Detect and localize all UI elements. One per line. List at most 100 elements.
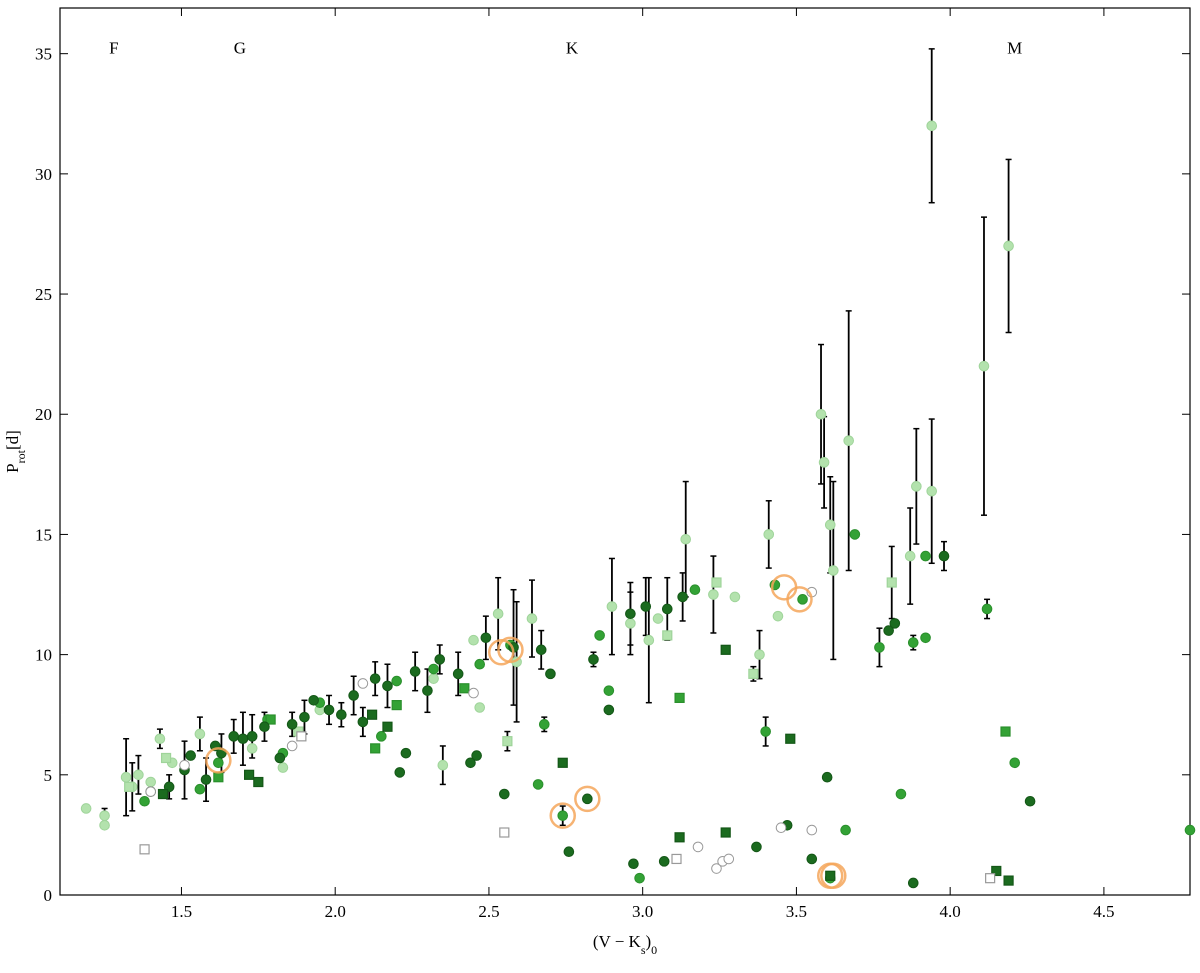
y-axis-label-part: [d]	[3, 430, 22, 450]
point	[99, 810, 110, 821]
x-tick-label: 2.5	[478, 902, 499, 921]
point	[422, 685, 433, 696]
point	[895, 788, 907, 800]
x-axis-label-part: (V − K	[593, 932, 642, 951]
point	[253, 776, 264, 788]
point	[557, 757, 568, 768]
point	[99, 819, 110, 831]
point	[154, 733, 166, 745]
point	[502, 736, 513, 747]
point	[588, 654, 599, 665]
point	[437, 759, 449, 771]
point	[468, 634, 479, 646]
point	[806, 824, 818, 836]
point	[274, 752, 286, 764]
point	[296, 731, 307, 742]
point	[286, 740, 298, 752]
point	[145, 776, 157, 788]
point	[874, 642, 885, 653]
point	[179, 759, 190, 771]
point	[603, 704, 615, 716]
point	[139, 795, 150, 807]
point	[468, 687, 479, 699]
point	[382, 680, 393, 692]
point	[806, 853, 818, 865]
point	[763, 529, 775, 540]
y-axis-label-part: P	[3, 463, 22, 472]
point	[708, 589, 719, 600]
point	[308, 694, 319, 706]
point	[711, 577, 722, 588]
point	[277, 762, 289, 773]
point	[920, 632, 931, 644]
point	[754, 649, 765, 660]
point	[1024, 795, 1036, 807]
point	[643, 634, 655, 646]
point	[843, 435, 854, 446]
point	[625, 608, 636, 620]
y-tick-label: 30	[35, 165, 52, 184]
y-tick-label: 5	[44, 766, 53, 785]
point	[711, 863, 722, 874]
point	[535, 644, 547, 656]
point	[603, 685, 615, 696]
point	[692, 841, 704, 853]
point	[886, 577, 897, 588]
point	[348, 690, 359, 701]
point	[625, 618, 636, 629]
point	[920, 550, 931, 562]
point	[80, 803, 92, 814]
point	[265, 714, 276, 725]
point	[1184, 824, 1196, 836]
point	[606, 601, 618, 612]
highlight-ring	[549, 802, 576, 829]
point	[775, 822, 787, 833]
x-axis-label-part: 0	[651, 943, 657, 957]
point	[124, 781, 135, 792]
point	[723, 853, 735, 865]
point	[981, 603, 993, 615]
spectral-class: K	[566, 39, 579, 58]
point	[828, 565, 839, 576]
point	[492, 608, 504, 620]
point	[926, 120, 938, 132]
point	[751, 841, 762, 853]
point	[985, 873, 996, 884]
point	[824, 519, 836, 531]
point	[409, 666, 421, 677]
point	[825, 870, 836, 881]
point	[680, 533, 692, 545]
point	[926, 485, 938, 497]
highlight-ring	[786, 586, 813, 613]
point	[628, 858, 639, 870]
point	[299, 711, 310, 723]
point	[246, 731, 258, 742]
point	[474, 658, 486, 670]
point	[1000, 726, 1011, 737]
spectral-class: F	[109, 39, 118, 58]
point	[674, 832, 685, 843]
point	[391, 675, 402, 687]
x-axis-label-part: s	[641, 943, 646, 957]
point	[185, 750, 196, 761]
point	[1003, 875, 1014, 886]
point	[474, 702, 486, 713]
point	[400, 747, 412, 759]
spectral-class: M	[1007, 39, 1022, 58]
point	[594, 630, 605, 641]
point	[907, 877, 919, 889]
point	[370, 743, 381, 754]
point	[907, 637, 919, 648]
y-tick-label: 10	[35, 646, 52, 665]
x-tick-label: 2.0	[325, 902, 346, 921]
point	[991, 865, 1002, 877]
point	[652, 613, 664, 624]
point	[434, 654, 446, 665]
x-tick-label: 4.5	[1093, 902, 1114, 921]
point	[366, 709, 378, 720]
point	[391, 700, 402, 711]
y-tick-label: 20	[35, 405, 52, 424]
spectral-class: G	[234, 39, 246, 58]
point	[658, 856, 670, 867]
